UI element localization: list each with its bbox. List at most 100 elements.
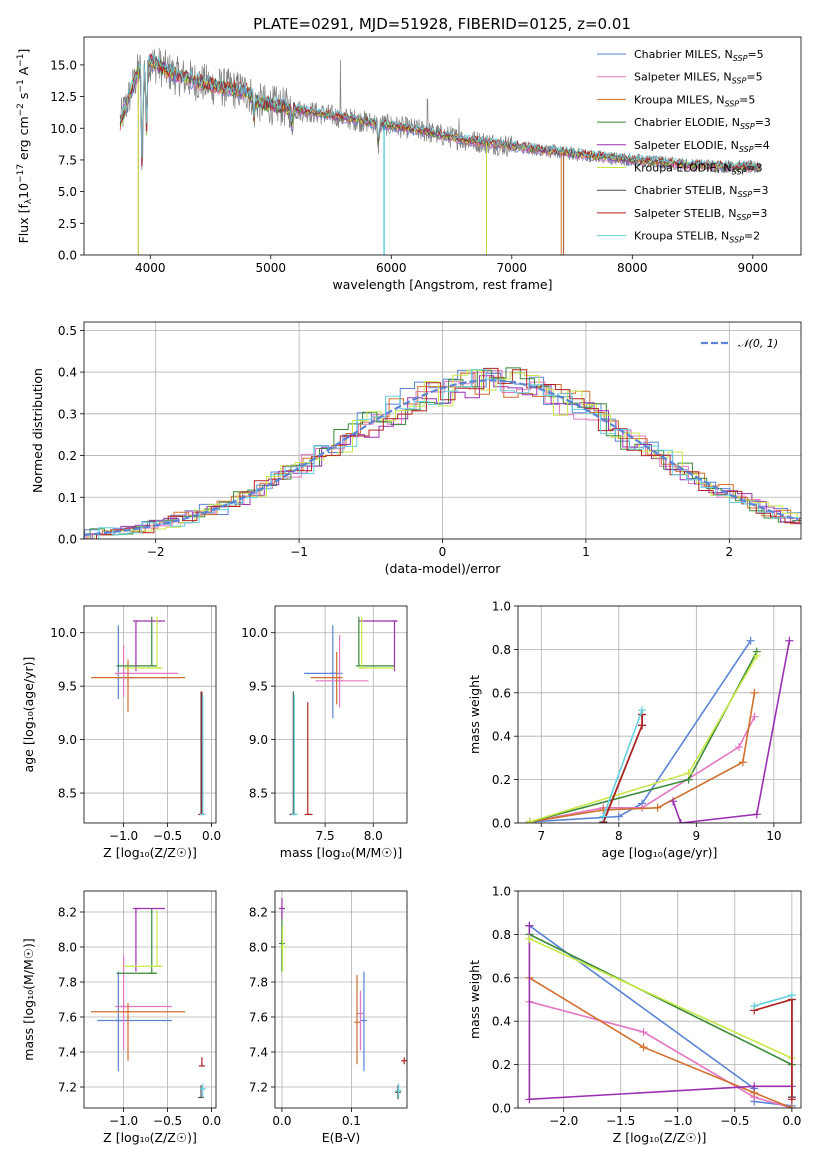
weight-line	[602, 709, 643, 817]
weight-vs-Z-ytick-label: 0.0	[492, 1102, 511, 1116]
mass-vs-Z-plot-area	[84, 891, 216, 1108]
errorbar-point	[358, 620, 398, 672]
mass-vs-ebv-ytick-label: 7.6	[249, 1011, 268, 1025]
weight-line	[529, 640, 752, 823]
legend-label-sub: SSP	[724, 99, 739, 108]
residual-histogram	[93, 369, 801, 539]
age-vs-Z-ytick-label: 10.0	[50, 626, 77, 640]
errorbar-point	[304, 702, 313, 816]
mass-vs-ebv-ytick-label: 7.2	[249, 1081, 268, 1095]
mass-vs-ebv-ytick-label: 8.0	[249, 941, 268, 955]
age-vs-mass-plot-area	[275, 606, 407, 823]
weight-marker	[653, 803, 662, 812]
age-vs-mass-panel: 7.5 8.0 8.5 9.0 9.5 10.0 mass [log₁₀(M/M☉)]	[241, 605, 408, 860]
age-vs-Z-xtick-label: −0.5	[153, 829, 182, 843]
weight-marker	[738, 758, 747, 767]
panels: 4000 5000 6000 7000 8000 90000.02.55.07.510.0…	[16, 36, 802, 1145]
errorbar-point	[123, 616, 163, 669]
weight-marker	[787, 1095, 796, 1104]
age-vs-Z-plot-area	[84, 606, 216, 823]
weight-marker	[750, 1082, 759, 1091]
mass-vs-ebv-ytick-label: 7.4	[249, 1046, 268, 1060]
weight-line	[672, 640, 791, 823]
weight-vs-age-ytick-label: 0.0	[492, 817, 511, 831]
weight-marker	[684, 769, 693, 778]
weight-marker	[525, 934, 534, 943]
mass-vs-Z-ytick-label: 7.2	[58, 1081, 77, 1095]
errorbar-point	[91, 1003, 186, 1061]
mass-vs-Z-ytick-label: 7.4	[58, 1046, 77, 1060]
weight-marker	[750, 688, 759, 697]
weight-vs-age-frame	[517, 605, 802, 824]
legend-label: Kroupa STELIB, NSSP=2	[634, 230, 760, 245]
errorbar-point	[116, 616, 158, 667]
spectrum-ylabel-part: −17	[16, 164, 26, 183]
weight-series	[750, 991, 796, 1011]
weight-vs-Z-ytick-label: 0.6	[492, 971, 511, 985]
weight-line	[529, 933, 793, 1066]
residuals-ylabel: Normed distribution	[30, 368, 45, 493]
mass-vs-ebv-xlabel: E(B-V)	[322, 1130, 361, 1145]
mass-vs-ebv-plot-area	[275, 891, 407, 1108]
residuals-ytick-label: 0.3	[58, 407, 77, 421]
age-vs-Z-xtick-label: −1.0	[109, 829, 138, 843]
legend-label-sub: SSP	[732, 168, 747, 177]
age-vs-Z-ytick-label: 9.5	[58, 680, 77, 694]
mass-vs-Z-xtick-label: −1.0	[109, 1114, 138, 1128]
weight-vs-age-ytick-label: 1.0	[492, 600, 511, 614]
mass-vs-Z-frame	[83, 890, 217, 1109]
residuals-xtick-label: −2	[147, 545, 165, 559]
spectrum-title: PLATE=0291, MJD=51928, FIBERID=0125, z=0…	[253, 15, 631, 33]
legend-label-sub: SSP	[739, 145, 754, 154]
residuals-plot-area	[84, 322, 801, 539]
weight-vs-Z-ytick-label: 1.0	[492, 885, 511, 899]
spectrum-panel: 4000 5000 6000 7000 8000 9000 0.0 2.5 5.0 7.5 10.0…	[16, 36, 802, 292]
weight-line	[529, 937, 793, 1059]
errorbar-point	[199, 694, 206, 816]
weight-series	[525, 651, 761, 823]
weight-vs-Z-xlabel: Z [log₁₀(Z/Z☉)]	[613, 1130, 707, 1145]
spectrum-ylabel-part: A	[16, 66, 31, 79]
mass-vs-Z-panel: −1.0 −0.5 0.0 7.2 7.4 7.6 7.8 8.0 8.2 Z [log₁₀(Z/…	[21, 890, 221, 1145]
errorbar-point	[278, 912, 285, 972]
legend-label: Kroupa MILES, NSSP=5	[634, 93, 755, 108]
errorbar-point	[278, 898, 285, 919]
age-vs-mass-xtick-label: 8.0	[364, 829, 383, 843]
weight-vs-age-ytick-label: 0.6	[492, 686, 511, 700]
legend-label-text: Chabrier ELODIE, N	[634, 116, 740, 129]
weight-vs-age-ylabel: mass weight	[467, 675, 482, 754]
age-vs-mass-ytick-label: 9.0	[249, 733, 268, 747]
errorbar-point	[97, 971, 172, 1072]
errorbar-point	[114, 955, 172, 1051]
weight-vs-Z-xtick-label: 0.0	[782, 1114, 801, 1128]
spectrum-xtick-label: 7000	[497, 261, 528, 275]
mass-vs-Z-ytick-label: 8.2	[58, 906, 77, 920]
weight-marker	[676, 819, 685, 823]
legend-label-sub: SSP	[738, 190, 753, 199]
weight-marker	[638, 706, 647, 715]
weight-vs-Z-ytick-label: 0.8	[492, 928, 511, 942]
age-vs-mass-ytick-label: 10.0	[241, 626, 268, 640]
spectrum-plot-area	[119, 47, 761, 255]
spectrum-ylabel-part: λ	[24, 198, 34, 204]
mass-vs-Z-xtick-label: 0.0	[202, 1114, 221, 1128]
weight-marker	[639, 1043, 648, 1052]
weight-marker	[525, 1095, 534, 1104]
weight-marker	[746, 636, 755, 645]
errorbar-point	[303, 625, 343, 719]
weight-marker	[752, 651, 761, 660]
errorbar-point	[291, 694, 298, 816]
age-vs-Z-ylabel: age [log₁₀(age/yr)]	[21, 657, 36, 773]
weight-vs-age-xlabel: age [log₁₀(age/yr)]	[602, 845, 718, 860]
weight-vs-age-xtick-label: 7	[537, 829, 545, 843]
spectrum-ytick-label: 10.0	[50, 122, 77, 136]
mass-vs-Z-ylabel: mass [log₁₀(M/M☉)]	[21, 938, 36, 1060]
weight-marker	[614, 812, 623, 821]
spectrum-ylabel-part: erg cm	[16, 116, 31, 164]
weight-vs-Z-ytick-label: 0.2	[492, 1058, 511, 1072]
legend-label-suffix: =3	[752, 184, 768, 197]
residuals-ytick-label: 0.4	[58, 366, 77, 380]
legend-label: Kroupa ELODIE, NSSP=3	[634, 162, 763, 177]
age-vs-Z-xlabel: Z [log₁₀(Z/Z☉)]	[103, 845, 197, 860]
